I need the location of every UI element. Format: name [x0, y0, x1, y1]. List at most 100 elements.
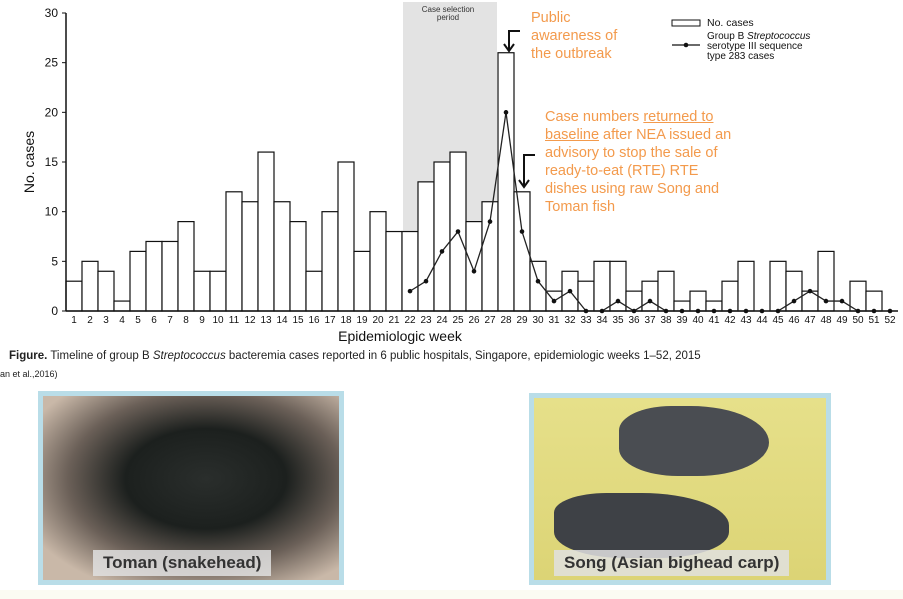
legend-bar-swatch — [671, 19, 701, 27]
x-tick-label: 6 — [151, 315, 157, 326]
x-tick-label: 52 — [884, 315, 896, 326]
y-tick-label: 25 — [45, 56, 59, 70]
y-axis-label: No. cases — [21, 131, 37, 193]
x-tick-label: 45 — [772, 315, 784, 326]
x-tick-label: 49 — [836, 315, 848, 326]
st283-point — [519, 229, 525, 234]
shade-label-1: Case selection — [422, 5, 474, 14]
st283-point — [455, 229, 461, 234]
x-tick-label: 46 — [788, 315, 800, 326]
st283-point — [551, 298, 557, 304]
bar-week-30 — [529, 260, 547, 312]
x-tick-label: 1 — [71, 315, 77, 326]
x-tick-label: 41 — [708, 315, 720, 326]
bar-week-11 — [225, 191, 243, 312]
figure-source: an et al.,2016) — [0, 369, 58, 379]
x-tick-label: 38 — [660, 315, 672, 326]
st283-point — [599, 308, 605, 314]
arrow-public-awareness — [503, 30, 520, 53]
y-tick-label: 30 — [45, 6, 59, 20]
x-tick-label: 7 — [167, 315, 173, 326]
st283-point — [471, 268, 477, 274]
bar-week-15 — [289, 221, 307, 312]
x-tick-label: 2 — [87, 315, 93, 326]
x-tick-label: 28 — [500, 315, 512, 326]
st283-point — [791, 298, 797, 304]
x-tick-label: 48 — [820, 315, 832, 326]
x-tick-label: 10 — [212, 315, 224, 326]
x-tick-label: 27 — [484, 315, 496, 326]
bar-week-12 — [241, 201, 259, 312]
x-tick-label: 50 — [852, 315, 864, 326]
bar-week-17 — [321, 211, 339, 312]
bar-week-24 — [433, 161, 451, 312]
fish-head-shape — [619, 406, 769, 476]
bar-week-37 — [641, 280, 659, 312]
x-tick-label: 14 — [276, 315, 288, 326]
bar-week-43 — [737, 260, 755, 312]
st283-point — [775, 308, 781, 314]
x-tick-label: 8 — [183, 315, 189, 326]
x-tick-label: 21 — [388, 315, 400, 326]
legend-line-label-1: Group B Streptococcus — [707, 31, 810, 42]
arrow-baseline — [518, 154, 535, 189]
photo-toman: Toman (snakehead) — [38, 391, 344, 585]
st283-point — [823, 298, 829, 304]
bar-week-42 — [721, 280, 739, 312]
st283-point — [567, 288, 573, 294]
bar-week-7 — [161, 240, 179, 312]
photo-song: Song (Asian bighead carp) — [529, 393, 831, 585]
x-tick-label: 44 — [756, 315, 768, 326]
st283-point — [727, 308, 733, 314]
x-tick-label: 18 — [340, 315, 352, 326]
st283-point — [679, 308, 685, 314]
st283-point — [711, 308, 717, 314]
st283-point — [423, 278, 429, 284]
x-tick-label: 3 — [103, 315, 109, 326]
x-tick-label: 31 — [548, 315, 560, 326]
bar-week-13 — [257, 151, 275, 312]
st283-point — [663, 308, 669, 314]
st283-point — [535, 278, 541, 284]
bar-week-23 — [417, 181, 435, 312]
bar-week-6 — [145, 240, 163, 312]
bar-week-19 — [353, 250, 371, 312]
bar-week-28 — [497, 52, 515, 312]
x-axis-label: Epidemiologic week — [338, 328, 463, 344]
x-tick-label: 5 — [135, 315, 141, 326]
bar-week-45 — [769, 260, 787, 312]
x-tick-label: 35 — [612, 315, 624, 326]
x-tick-label: 20 — [372, 315, 384, 326]
st283-point — [487, 219, 493, 224]
y-tick-label: 5 — [51, 254, 58, 268]
x-tick-label: 17 — [324, 315, 336, 326]
annotation-text: Case numbers — [545, 109, 644, 125]
figure-caption: Figure. Timeline of group B Streptococcu… — [9, 350, 701, 362]
bar-week-29 — [513, 191, 531, 312]
x-tick-label: 32 — [564, 315, 576, 326]
bar-week-10 — [209, 270, 227, 312]
page-footer-strip — [0, 590, 903, 599]
st283-point — [807, 288, 813, 294]
x-tick-label: 43 — [740, 315, 752, 326]
st283-point — [743, 308, 749, 314]
st283-point — [583, 308, 589, 314]
x-tick-label: 40 — [692, 315, 704, 326]
bar-week-40 — [689, 290, 707, 312]
x-tick-label: 12 — [244, 315, 256, 326]
legend-line-point — [683, 42, 689, 48]
annotation-text: after NEA issued an advisory to stop the… — [545, 127, 732, 215]
st283-point — [855, 308, 861, 314]
bar-week-38 — [657, 270, 675, 312]
x-tick-label: 13 — [260, 315, 272, 326]
bar-week-50 — [849, 280, 867, 312]
x-tick-label: 34 — [596, 315, 608, 326]
bar-week-2 — [81, 260, 99, 312]
st283-point — [871, 308, 877, 314]
bar-week-22 — [401, 230, 419, 312]
bar-week-33 — [577, 280, 595, 312]
shade-label-2: period — [437, 13, 459, 22]
bar-week-9 — [193, 270, 211, 312]
annotation-baseline: Case numbers returned to baseline after … — [545, 108, 735, 216]
